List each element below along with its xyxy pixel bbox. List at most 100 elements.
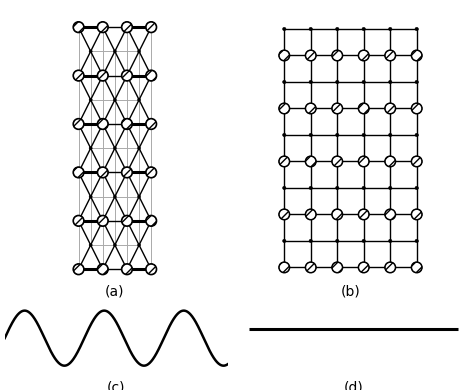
Circle shape xyxy=(279,50,290,61)
Circle shape xyxy=(113,147,117,150)
Circle shape xyxy=(89,147,92,150)
Circle shape xyxy=(362,80,365,84)
Circle shape xyxy=(283,186,286,190)
Circle shape xyxy=(283,80,286,84)
Text: (b): (b) xyxy=(341,285,360,299)
Circle shape xyxy=(146,167,156,178)
Circle shape xyxy=(358,50,369,61)
Circle shape xyxy=(146,22,156,32)
Circle shape xyxy=(385,262,395,273)
Circle shape xyxy=(73,22,84,32)
Circle shape xyxy=(113,195,117,198)
Circle shape xyxy=(89,50,92,53)
Circle shape xyxy=(122,264,132,275)
Circle shape xyxy=(415,186,419,190)
Circle shape xyxy=(73,216,84,226)
Circle shape xyxy=(358,103,369,114)
Circle shape xyxy=(389,27,392,31)
Circle shape xyxy=(385,156,395,167)
Circle shape xyxy=(309,186,312,190)
Circle shape xyxy=(73,264,84,275)
Circle shape xyxy=(336,186,339,190)
Text: (c): (c) xyxy=(107,381,126,390)
Circle shape xyxy=(362,27,365,31)
Circle shape xyxy=(415,80,419,84)
Circle shape xyxy=(146,216,156,226)
Circle shape xyxy=(415,27,419,31)
Circle shape xyxy=(305,50,316,61)
Circle shape xyxy=(362,186,365,190)
Circle shape xyxy=(122,119,132,129)
Circle shape xyxy=(137,147,141,150)
Circle shape xyxy=(309,239,312,243)
Circle shape xyxy=(411,262,422,273)
Circle shape xyxy=(98,167,108,178)
Text: (a): (a) xyxy=(105,285,125,299)
Circle shape xyxy=(411,50,422,61)
Circle shape xyxy=(305,262,316,273)
Circle shape xyxy=(411,209,422,220)
Circle shape xyxy=(122,167,132,178)
Circle shape xyxy=(146,264,156,275)
Circle shape xyxy=(137,98,141,101)
Circle shape xyxy=(385,50,395,61)
Circle shape xyxy=(98,264,108,275)
Circle shape xyxy=(137,195,141,198)
Circle shape xyxy=(73,167,84,178)
Circle shape xyxy=(89,98,92,101)
Circle shape xyxy=(358,262,369,273)
Circle shape xyxy=(283,27,286,31)
Circle shape xyxy=(305,103,316,114)
Circle shape xyxy=(283,239,286,243)
Circle shape xyxy=(98,22,108,32)
Circle shape xyxy=(336,133,339,136)
Circle shape xyxy=(411,156,422,167)
Circle shape xyxy=(415,133,419,136)
Circle shape xyxy=(279,262,290,273)
Circle shape xyxy=(98,216,108,226)
Circle shape xyxy=(305,209,316,220)
Circle shape xyxy=(279,103,290,114)
Circle shape xyxy=(336,239,339,243)
Circle shape xyxy=(358,209,369,220)
Circle shape xyxy=(362,133,365,136)
Circle shape xyxy=(389,186,392,190)
Circle shape xyxy=(122,22,132,32)
Circle shape xyxy=(279,209,290,220)
Circle shape xyxy=(283,133,286,136)
Circle shape xyxy=(332,209,343,220)
Circle shape xyxy=(385,103,395,114)
Circle shape xyxy=(415,239,419,243)
Circle shape xyxy=(411,103,422,114)
Circle shape xyxy=(113,98,117,101)
Circle shape xyxy=(73,70,84,81)
Circle shape xyxy=(122,70,132,81)
Circle shape xyxy=(332,103,343,114)
Circle shape xyxy=(89,243,92,246)
Circle shape xyxy=(336,27,339,31)
Circle shape xyxy=(309,27,312,31)
Circle shape xyxy=(137,243,141,246)
Circle shape xyxy=(389,133,392,136)
Circle shape xyxy=(332,262,343,273)
Circle shape xyxy=(332,50,343,61)
Circle shape xyxy=(362,239,365,243)
Circle shape xyxy=(279,156,290,167)
Circle shape xyxy=(309,80,312,84)
Circle shape xyxy=(309,133,312,136)
Circle shape xyxy=(122,216,132,226)
Circle shape xyxy=(336,80,339,84)
Circle shape xyxy=(389,80,392,84)
Circle shape xyxy=(98,119,108,129)
Circle shape xyxy=(113,50,117,53)
Circle shape xyxy=(113,243,117,246)
Circle shape xyxy=(73,119,84,129)
Circle shape xyxy=(137,50,141,53)
Text: (d): (d) xyxy=(343,381,363,390)
Circle shape xyxy=(146,119,156,129)
Circle shape xyxy=(358,156,369,167)
Circle shape xyxy=(332,156,343,167)
Circle shape xyxy=(385,209,395,220)
Circle shape xyxy=(98,70,108,81)
Circle shape xyxy=(89,195,92,198)
